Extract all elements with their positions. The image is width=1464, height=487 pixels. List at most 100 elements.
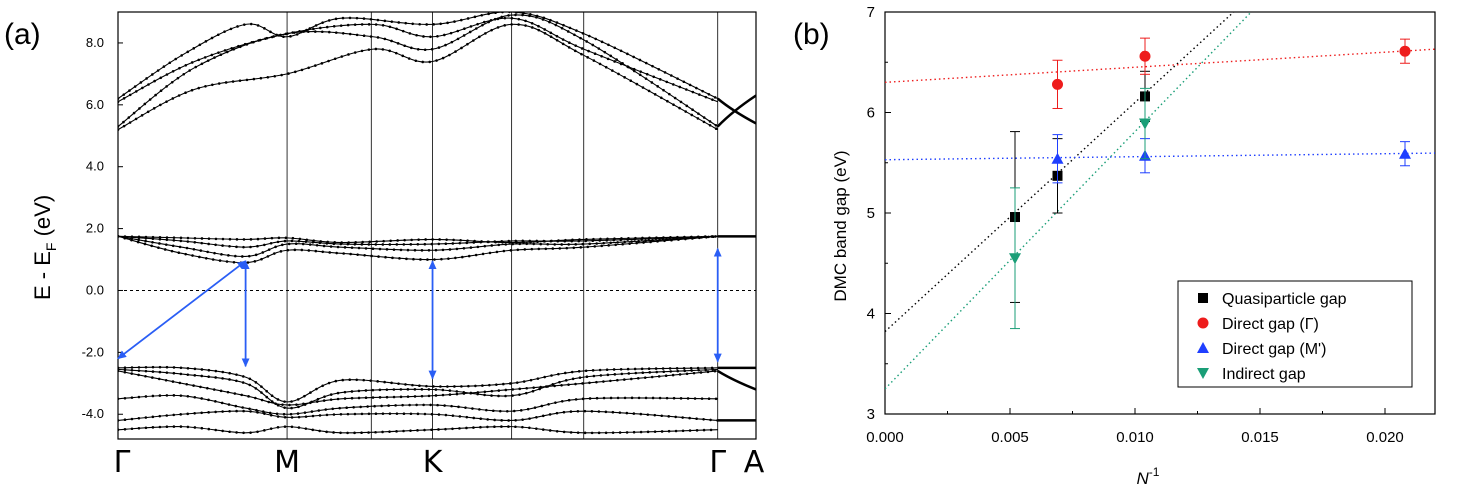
band-dot [485,408,488,412]
band-dot [700,397,704,400]
band-dot [613,46,617,50]
band-dot [416,412,420,416]
band-dot [490,28,493,32]
band-dot [212,388,216,391]
band-dot [237,44,240,48]
band-dot [264,37,267,40]
band-dot [343,390,347,394]
band-dot [229,27,233,31]
band-dot [190,88,194,92]
band-dot [333,241,336,244]
band-dot [158,394,162,397]
band-dot [597,47,601,50]
band-dot [561,38,565,41]
gap-x-axis-label: N-1 [1137,465,1160,487]
band-dot [130,417,134,421]
band-dot [597,431,601,435]
band-dot [657,375,661,378]
band-dot [423,428,426,432]
band-dot [364,396,368,400]
band-dot [263,243,266,247]
band-dot [611,431,615,434]
band-dot [606,57,610,61]
legend: Quasiparticle gap Direct gap (Γ) Direct ga… [1177,280,1413,388]
band-dot [293,248,297,252]
band-dot [193,236,197,240]
band-dot [165,371,169,374]
band-dot [206,59,210,62]
band-dot [637,396,641,400]
band-dot [348,16,352,20]
band-dot [679,397,683,400]
band-dot [455,392,459,396]
band-dot [305,238,309,242]
band-dot [381,24,385,27]
band-dot [583,409,587,413]
band-dot [472,416,476,420]
dmc-gap-panel: (b) DMC band gap (eV) N-1 0.000 0.005 0.01… [793,4,1436,487]
band-dot [249,410,252,413]
band-dot [634,371,638,375]
band-dot [315,387,318,391]
band-dot [198,43,202,47]
band-dot [118,235,120,238]
band-dot [563,371,567,375]
band-dot [206,250,209,254]
band-dot [451,414,455,417]
band-dot [179,239,183,243]
band-dot [539,242,543,246]
band-dot [641,86,645,89]
band-dot [321,250,325,254]
band-dot [625,411,629,415]
band-dot [519,409,523,412]
band-dot [469,246,473,249]
band-dot [354,241,357,244]
band-dot [347,241,350,244]
band-dot [578,376,582,379]
band-dot [177,94,181,97]
band-dot [617,72,620,76]
band-dot [621,242,624,246]
band-dot [151,240,154,244]
band-dot [220,401,224,405]
band-dot [413,395,417,398]
band-dot [606,373,610,377]
band-dot [241,375,245,378]
band-dot [158,425,162,429]
band-dot [483,390,487,394]
band-dot [376,380,379,383]
band-dot [702,418,705,421]
band-dot [542,16,546,20]
band-dot [409,412,413,416]
band-dot [469,25,473,28]
band-dot [295,33,299,36]
band-dot [128,93,132,97]
band-dot [632,67,636,71]
band-dot [350,390,354,393]
band-dot [327,30,331,34]
band-dot [368,240,371,244]
band-dot [667,429,671,433]
band-dot [266,255,270,258]
band-dot [217,51,220,54]
band-dot [320,62,324,65]
band-dot [130,372,134,375]
band-dot [151,235,155,239]
band-dot [688,429,692,432]
band-dot [678,106,681,110]
band-dot [575,29,578,32]
band-dot [505,409,509,413]
kpoint-label-0: Γ [114,445,131,480]
band-dot [508,12,511,14]
band-dot [381,430,384,434]
band-dot [626,367,630,371]
band-dot [192,47,196,50]
band-dot [211,83,214,87]
band-dot [456,29,460,33]
band-dot [558,380,561,384]
band-dot [562,430,566,434]
band-dot [423,48,427,52]
band-dot [460,46,463,50]
